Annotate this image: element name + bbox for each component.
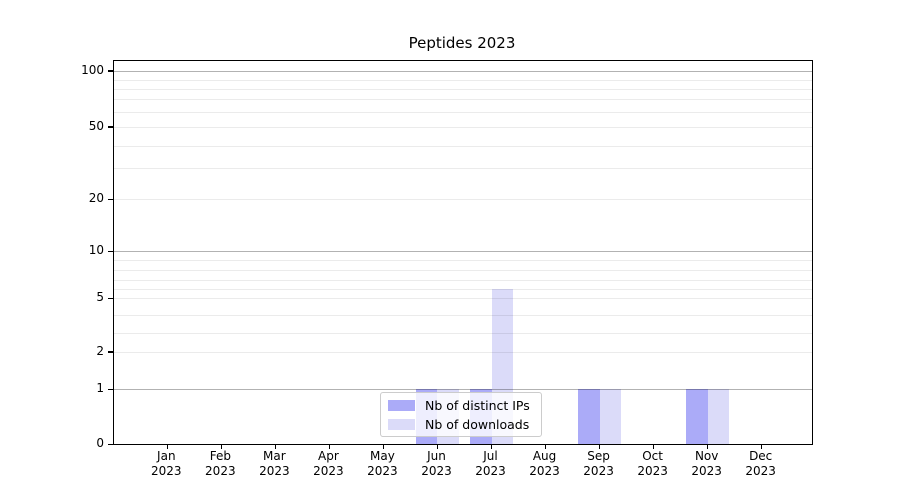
x-tick-label-aug: Aug 2023 (513, 449, 577, 479)
gridline-70 (114, 99, 812, 100)
y-tick-label-10: 10 (88, 243, 104, 257)
y-tick-label-50: 50 (88, 118, 104, 133)
x-tick-label-apr: Apr 2023 (296, 449, 360, 479)
x-tick-month: Oct (642, 449, 663, 463)
x-tick-month: Jun (427, 449, 446, 463)
plot-area: Nb of distinct IPs Nb of downloads (108, 60, 813, 449)
x-tick-year: 2023 (259, 464, 290, 478)
x-tick-month: Sep (587, 449, 610, 463)
x-tick-dec (760, 444, 763, 449)
x-tick-year: 2023 (529, 464, 560, 478)
x-tick-mar (274, 444, 277, 449)
x-tick-label-nov: Nov 2023 (675, 449, 739, 479)
x-tick-year: 2023 (151, 464, 182, 478)
y-tick-label-1: 1 (96, 381, 104, 395)
legend-swatch-downloads (388, 418, 415, 430)
gridline-30 (114, 168, 812, 169)
y-tick-label-5: 5 (96, 290, 104, 304)
gridline-8 (114, 270, 812, 271)
x-tick-month: Jan (157, 449, 176, 463)
gridline-80 (114, 89, 812, 90)
y-tick-2 (108, 351, 113, 353)
x-tick-year: 2023 (691, 464, 722, 478)
y-tick-label-20: 20 (88, 191, 104, 205)
x-tick-sep (598, 444, 601, 449)
legend: Nb of distinct IPs Nb of downloads (380, 392, 542, 437)
gridline-60 (114, 112, 812, 113)
x-tick-month: Jul (483, 449, 498, 463)
x-tick-aug (544, 444, 547, 449)
y-tick-label-2: 2 (96, 343, 104, 358)
bar-nb-of-downloads-nov (707, 389, 729, 444)
x-tick-nov (706, 444, 709, 449)
x-tick-label-mar: Mar 2023 (242, 449, 306, 479)
bar-nb-of-distinct-ips-sep (578, 389, 600, 444)
x-tick-month: Dec (749, 449, 773, 463)
gridline-9 (114, 260, 812, 261)
x-tick-oct (652, 444, 655, 449)
x-tick-label-jul: Jul 2023 (459, 449, 523, 479)
y-tick-0 (108, 443, 113, 445)
bar-nb-of-downloads-sep (599, 389, 621, 444)
gridline-5 (114, 298, 812, 299)
x-tick-year: 2023 (421, 464, 452, 478)
x-tick-month: Feb (209, 449, 231, 463)
x-tick-label-oct: Oct 2023 (621, 449, 685, 479)
gridline-7 (114, 279, 812, 281)
gridline-10 (114, 251, 812, 252)
x-tick-year: 2023 (205, 464, 236, 478)
legend-item-distinct-ips: Nb of distinct IPs (388, 398, 534, 413)
legend-item-downloads: Nb of downloads (388, 417, 534, 432)
y-tick-10 (108, 250, 113, 252)
gridline-6 (114, 289, 812, 290)
x-tick-jul (490, 444, 493, 449)
x-tick-feb (220, 444, 223, 449)
x-tick-month: Apr (318, 449, 339, 463)
gridline-3 (114, 332, 812, 334)
y-tick-5 (108, 297, 113, 299)
x-tick-jan (166, 444, 169, 449)
x-tick-year: 2023 (637, 464, 668, 478)
x-tick-jun (436, 444, 439, 449)
legend-label-distinct-ips: Nb of distinct IPs (425, 397, 530, 413)
x-tick-month: Aug (532, 449, 557, 463)
x-tick-month: Mar (263, 449, 286, 463)
x-tick-month: May (370, 449, 395, 463)
x-tick-year: 2023 (367, 464, 398, 478)
gridline-50 (114, 126, 812, 128)
gridline-20 (114, 199, 812, 200)
x-tick-year: 2023 (583, 464, 614, 478)
y-tick-100 (108, 70, 113, 72)
x-tick-year: 2023 (475, 464, 506, 478)
legend-label-downloads: Nb of downloads (425, 416, 530, 432)
x-tick-label-dec: Dec 2023 (729, 449, 793, 479)
x-tick-apr (328, 444, 331, 449)
y-tick-label-0: 0 (96, 436, 104, 450)
gridline-40 (114, 145, 812, 147)
gridline-4 (114, 314, 812, 316)
x-tick-label-may: May 2023 (350, 449, 414, 479)
legend-swatch-distinct-ips (388, 399, 415, 411)
y-tick-20 (108, 198, 113, 200)
chart-title: Peptides 2023 (408, 34, 516, 52)
x-tick-year: 2023 (313, 464, 344, 478)
x-tick-month: Nov (694, 449, 719, 463)
x-tick-label-jun: Jun 2023 (404, 449, 468, 479)
gridline-90 (114, 79, 812, 81)
x-tick-label-sep: Sep 2023 (567, 449, 631, 479)
gridline-100 (114, 70, 812, 72)
y-tick-1 (108, 388, 113, 390)
bar-nb-of-distinct-ips-nov (686, 389, 708, 444)
y-tick-label-100: 100 (81, 62, 104, 77)
gridline-2 (114, 351, 812, 353)
y-tick-50 (108, 126, 113, 128)
x-tick-label-jan: Jan 2023 (134, 449, 198, 479)
x-tick-may (382, 444, 385, 449)
x-tick-label-feb: Feb 2023 (188, 449, 252, 479)
x-tick-year: 2023 (745, 464, 776, 478)
